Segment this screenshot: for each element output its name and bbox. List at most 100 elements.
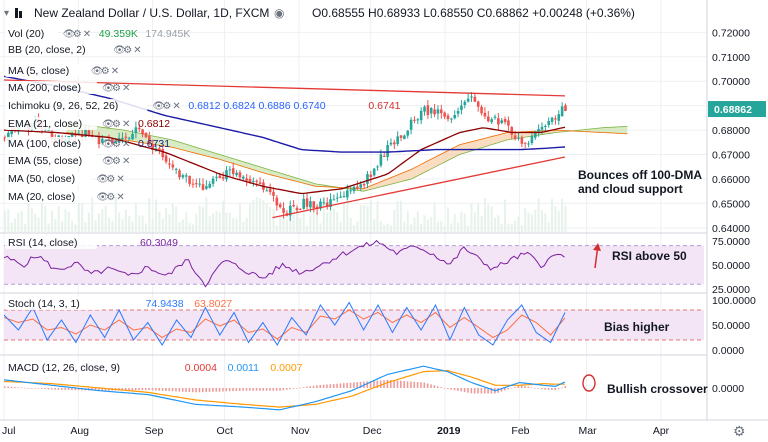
stoch-k-line: [3, 301, 566, 346]
close-icon[interactable]: ✕: [122, 119, 130, 130]
ichimoku-cloud-segment: [622, 126, 628, 134]
candle-body: [188, 175, 191, 184]
compare-icon[interactable]: ◉: [274, 6, 284, 20]
candle-body: [500, 120, 504, 123]
close-icon[interactable]: ✕: [116, 192, 124, 203]
volume-bar: [272, 209, 275, 232]
eye-icon[interactable]: 👁: [102, 156, 115, 167]
annotation-macd: Bullish crossover: [607, 382, 708, 396]
close-icon[interactable]: ✕: [116, 174, 124, 185]
gear-icon[interactable]: ⚙: [112, 139, 121, 150]
candle-body: [429, 107, 433, 114]
macd-histogram-bar: [50, 388, 53, 390]
macd-histogram-bar: [400, 380, 402, 388]
macd-histogram-bar: [27, 387, 30, 389]
macd-histogram-bar: [443, 388, 446, 389]
eye-icon[interactable]: 👁: [102, 119, 115, 130]
price-tick-label: 0.67000: [712, 150, 750, 162]
cloud-span-b: [66, 129, 628, 190]
gear-icon[interactable]: ⚙: [162, 101, 171, 112]
ichimoku-cloud-segment: [608, 127, 613, 134]
overlay-value-2: 174.945K: [145, 28, 190, 40]
macd-histogram-bar: [453, 388, 456, 391]
eye-icon[interactable]: 👁: [102, 139, 115, 150]
ichimoku-cloud-segment: [224, 156, 230, 163]
gear-icon[interactable]: ⚙: [112, 119, 121, 130]
eye-icon[interactable]: 👁: [96, 174, 109, 185]
eye-icon[interactable]: 👁: [152, 101, 165, 112]
gear-icon[interactable]: ⚙: [73, 29, 82, 40]
eye-icon[interactable]: 👁: [96, 192, 109, 203]
gear-icon[interactable]: ⚙: [112, 156, 121, 167]
collapse-icon[interactable]: ▾: [4, 8, 9, 19]
gear-icon[interactable]: ⚙: [101, 66, 110, 77]
stoch-pane[interactable]: [0, 292, 707, 346]
volume-bar: [537, 198, 540, 232]
close-icon[interactable]: ✕: [122, 83, 130, 94]
close-icon[interactable]: ✕: [122, 156, 130, 167]
rsi-pane[interactable]: [0, 232, 707, 288]
close-icon[interactable]: ✕: [111, 66, 119, 77]
candle-body: [349, 190, 352, 192]
macd-histogram-bar: [212, 388, 214, 392]
overlay-label-bg: [5, 117, 97, 130]
indicator-value: 60.3049: [140, 237, 178, 249]
candle-body: [272, 191, 275, 196]
macd-histogram-bar: [242, 388, 244, 391]
ichimoku-cloud-segment: [401, 171, 407, 182]
volume-bar: [275, 225, 278, 232]
volume-bar: [540, 210, 543, 232]
macd-histogram-bar: [332, 383, 335, 388]
macd-histogram-bar: [4, 386, 6, 388]
price-axis[interactable]: 0.720000.710000.700000.690000.680000.670…: [708, 27, 766, 395]
volume-bar: [138, 215, 141, 232]
eye-icon[interactable]: 👁: [63, 29, 76, 40]
macd-histogram-bar: [155, 388, 157, 391]
macd-histogram-bar: [524, 386, 526, 388]
candle-body: [389, 142, 393, 145]
macd-histogram-bar: [141, 388, 144, 391]
candle-body: [241, 176, 245, 179]
macd-histogram-bar: [64, 388, 67, 390]
volume-bar: [530, 214, 533, 232]
volume-bar: [514, 220, 517, 232]
volume-bar: [228, 212, 231, 232]
macd-histogram-bar: [17, 387, 20, 388]
macd-histogram-bar: [104, 388, 107, 391]
volume-bar: [376, 201, 379, 232]
volume-bar: [564, 205, 567, 232]
ichimoku-cloud-segment: [262, 167, 268, 175]
close-icon[interactable]: ✕: [133, 45, 141, 56]
settings-gear-icon[interactable]: ⚙: [733, 423, 746, 439]
candle-body: [50, 131, 54, 140]
gear-icon[interactable]: ⚙: [106, 192, 115, 203]
volume-bar: [262, 200, 265, 232]
volume-bar: [504, 199, 507, 232]
candle-body: [433, 109, 436, 115]
eye-icon[interactable]: 👁: [113, 45, 126, 56]
macd-histogram-bar: [161, 388, 164, 391]
candle-body: [225, 170, 228, 180]
ohlc-values: O0.68555 H0.68933 L0.68550 C0.68862 +0.0…: [312, 6, 635, 20]
gear-icon[interactable]: ⚙: [112, 83, 121, 94]
macd-pane[interactable]: [0, 354, 707, 411]
macd-histogram-bar: [514, 387, 516, 388]
gear-icon[interactable]: ⚙: [106, 174, 115, 185]
close-icon[interactable]: ✕: [172, 101, 180, 112]
macd-histogram-bar: [67, 388, 70, 390]
eye-icon[interactable]: 👁: [91, 66, 104, 77]
macd-histogram-bar: [510, 388, 513, 389]
macd-histogram-bar: [198, 388, 201, 393]
ichimoku-cloud-segment: [392, 175, 398, 184]
close-icon[interactable]: ✕: [122, 139, 130, 150]
macd-histogram-bar: [353, 382, 355, 388]
annotation-rsi: RSI above 50: [612, 249, 687, 263]
time-axis[interactable]: Jul Aug Sep Oct Nov Dec 2019 Feb Mar Apr: [2, 425, 670, 437]
close-icon[interactable]: ✕: [83, 29, 91, 40]
rsi-arrow-head: [593, 243, 601, 251]
macd-histogram-bar: [279, 388, 281, 391]
overlay-label: MA (100, close): [8, 138, 81, 150]
eye-icon[interactable]: 👁: [102, 83, 115, 94]
volume-bar: [57, 205, 60, 232]
gear-icon[interactable]: ⚙: [123, 45, 132, 56]
